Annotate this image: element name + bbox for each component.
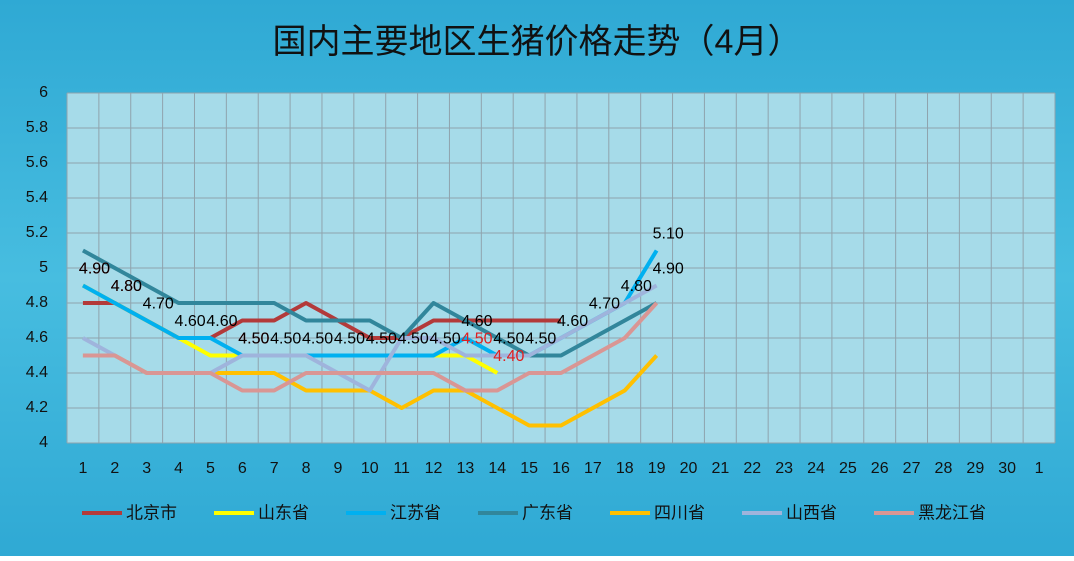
data-label: 4.80 [111, 278, 142, 295]
chart-title: 国内主要地区生猪价格走势（4月） [273, 23, 802, 61]
y-tick-label: 5.4 [26, 189, 48, 206]
series-line [82, 301, 659, 393]
x-tick-label: 6 [238, 460, 247, 477]
data-label: 4.60 [175, 313, 206, 330]
x-tick-label: 4 [174, 460, 183, 477]
x-tick-label: 5 [206, 460, 215, 477]
x-tick-label: 1 [1035, 460, 1044, 477]
data-label: 4.60 [461, 313, 492, 330]
y-tick-label: 4.6 [26, 329, 48, 346]
x-tick-label: 15 [520, 460, 538, 477]
data-label: 4.50 [430, 331, 461, 348]
data-label: 4.50 [238, 331, 269, 348]
x-tick-label: 8 [302, 460, 311, 477]
data-label: 4.50 [525, 331, 556, 348]
x-tick-label: 17 [584, 460, 602, 477]
x-tick-label: 3 [142, 460, 151, 477]
legend-label: 山西省 [786, 503, 837, 522]
x-tick-label: 14 [488, 460, 506, 477]
data-label: 4.90 [653, 261, 684, 278]
data-label: 4.60 [206, 313, 237, 330]
x-tick-label: 1 [78, 460, 87, 477]
x-tick-label: 10 [361, 460, 379, 477]
x-tick-label: 19 [648, 460, 666, 477]
data-label: 4.90 [79, 261, 110, 278]
x-tick-label: 11 [393, 460, 410, 477]
legend-label: 四川省 [654, 503, 705, 522]
y-tick-label: 5.2 [26, 224, 48, 241]
x-tick-label: 27 [903, 460, 921, 477]
x-tick-label: 25 [839, 460, 857, 477]
y-tick-label: 6 [39, 84, 48, 101]
data-label: 4.70 [589, 296, 620, 313]
data-label: 4.50 [366, 331, 397, 348]
data-label: 4.50 [302, 331, 333, 348]
y-tick-label: 5 [39, 259, 48, 276]
data-label: 4.50 [238, 331, 269, 348]
y-tick-label: 4.4 [26, 364, 48, 381]
x-tick-label: 9 [333, 460, 342, 477]
x-tick-label: 7 [270, 460, 279, 477]
x-tick-label: 29 [966, 460, 984, 477]
x-tick-label: 12 [425, 460, 443, 477]
data-label: 4.50 [461, 331, 492, 348]
x-tick-label: 21 [711, 460, 729, 477]
x-tick-label: 22 [743, 460, 761, 477]
legend-label: 黑龙江省 [918, 503, 986, 522]
data-label: 4.90 [79, 261, 110, 278]
series-line [81, 248, 658, 358]
x-tick-label: 24 [807, 460, 825, 477]
data-label: 4.80 [621, 278, 652, 295]
data-label: 4.50 [334, 331, 365, 348]
legend-label: 北京市 [126, 503, 177, 522]
x-tick-label: 28 [935, 460, 953, 477]
x-tick-label: 18 [616, 460, 634, 477]
x-tick-label: 20 [680, 460, 698, 477]
y-tick-label: 5.6 [26, 154, 48, 171]
legend-label: 广东省 [522, 503, 573, 522]
y-tick-label: 4 [39, 434, 48, 451]
data-label: 4.50 [398, 331, 429, 348]
y-tick-label: 4.2 [26, 399, 48, 416]
x-tick-label: 30 [998, 460, 1016, 477]
data-label: 4.40 [493, 348, 524, 365]
x-tick-label: 13 [456, 460, 474, 477]
x-tick-label: 26 [871, 460, 889, 477]
y-tick-label: 4.8 [26, 294, 48, 311]
data-label: 5.10 [653, 226, 684, 243]
x-tick-label: 23 [775, 460, 793, 477]
legend-label: 江苏省 [390, 503, 441, 522]
y-tick-label: 5.8 [26, 119, 48, 136]
data-label: 4.50 [270, 331, 301, 348]
x-tick-label: 2 [110, 460, 119, 477]
data-label: 4.60 [557, 313, 588, 330]
data-label: 4.80 [111, 278, 142, 295]
data-label: 4.70 [143, 296, 174, 313]
x-tick-label: 16 [552, 460, 570, 477]
legend-label: 山东省 [258, 503, 309, 522]
data-label: 4.50 [493, 331, 524, 348]
